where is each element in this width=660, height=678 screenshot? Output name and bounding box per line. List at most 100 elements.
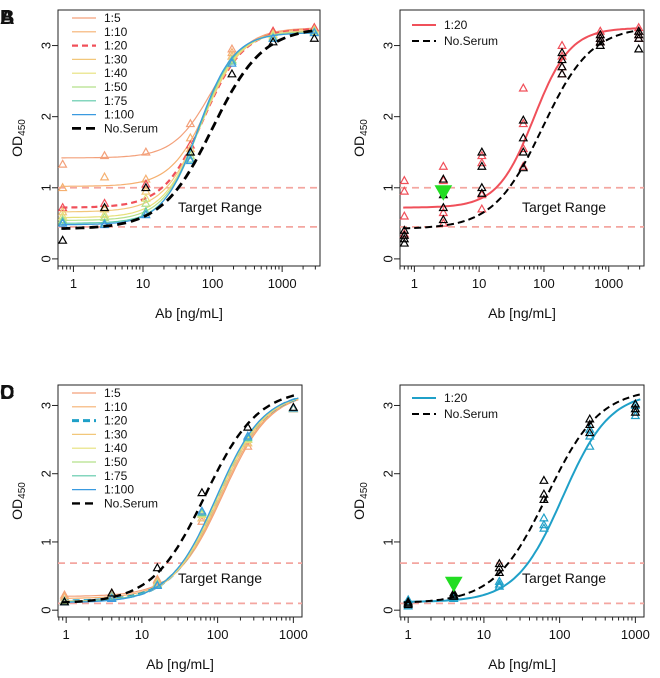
highlight-marker <box>444 576 463 593</box>
x-tick-label: 1000 <box>268 276 297 291</box>
legend-label: 1:20 <box>104 39 128 53</box>
plot-frame <box>399 9 645 267</box>
data-point <box>141 182 151 192</box>
data-point <box>448 587 459 597</box>
data-point <box>57 182 68 192</box>
data-point <box>99 150 110 160</box>
data-point <box>399 233 410 243</box>
data-point <box>399 225 410 234</box>
data-point <box>477 161 487 170</box>
panel-c: C Target Range 1 10 100 1000 0 1 2 3 Ab [ng/mL] OD4… <box>0 382 308 672</box>
data-point <box>99 202 110 212</box>
data-point <box>242 422 253 431</box>
data-point <box>494 581 505 590</box>
target-range-label: Target Range <box>178 199 262 215</box>
x-tick-label: 100 <box>533 276 555 291</box>
data-point <box>494 567 505 577</box>
y-tick-label: 2 <box>381 470 396 477</box>
legend-label: No.Serum <box>104 496 158 510</box>
data-point <box>494 579 505 588</box>
data-point <box>141 193 151 202</box>
data-point <box>57 159 68 168</box>
data-point <box>584 419 595 428</box>
data-point <box>539 523 549 532</box>
target-range-label: Target Range <box>178 570 262 586</box>
fit-curve-1:100 <box>61 32 317 226</box>
legend-label: 1:40 <box>104 66 128 80</box>
data-point <box>152 575 163 585</box>
data-point <box>268 36 278 46</box>
fit-curve-1:5 <box>61 27 317 159</box>
fit-curve-1:75 <box>61 32 317 224</box>
data-point <box>399 210 410 220</box>
data-point <box>539 488 549 498</box>
x-tick-label: 10 <box>136 276 150 291</box>
legend-label: No.Serum <box>104 121 158 135</box>
data-point <box>584 413 595 423</box>
plot-frame <box>399 384 645 618</box>
data-point <box>99 209 110 219</box>
panel-letter: A <box>0 7 14 29</box>
data-point <box>152 580 163 590</box>
legend-label: 1:5 <box>104 11 121 25</box>
data-point <box>518 114 529 124</box>
y-tick-label: 0 <box>39 607 54 614</box>
data-point <box>141 146 151 156</box>
data-point <box>633 33 644 42</box>
data-point <box>633 29 644 39</box>
data-point <box>399 175 410 185</box>
target-range-label: Target Range <box>522 199 606 215</box>
plot-frame <box>57 9 321 267</box>
data-point <box>595 36 606 46</box>
x-tick-label: 1000 <box>279 627 308 642</box>
plot-frame <box>57 384 303 618</box>
legend-label: No.Serum <box>444 34 498 48</box>
data-point <box>438 175 449 185</box>
data-point <box>518 82 529 92</box>
data-point <box>448 591 459 600</box>
data-point <box>185 155 196 165</box>
legend-label: 1:100 <box>104 483 134 497</box>
data-point <box>185 154 196 163</box>
y-tick-label: 0 <box>39 255 54 262</box>
data-point <box>141 198 151 207</box>
data-point <box>630 398 641 408</box>
data-point <box>399 238 410 247</box>
fit-curve-No.Serum <box>403 393 641 604</box>
data-point <box>518 161 529 170</box>
data-point <box>438 214 449 224</box>
legend-label: 1:30 <box>104 427 128 441</box>
legend-label: 1:10 <box>104 25 128 39</box>
x-axis-title: Ab [ng/mL] <box>488 305 556 321</box>
data-point <box>633 43 644 53</box>
data-point <box>403 600 413 610</box>
data-point <box>518 143 529 153</box>
data-point <box>227 68 237 78</box>
fit-curve-1:100 <box>61 397 299 603</box>
data-point <box>242 430 253 440</box>
data-point <box>403 596 413 606</box>
fit-curve-No.Serum <box>61 28 317 230</box>
data-point <box>518 132 529 142</box>
data-point <box>57 235 68 244</box>
data-point <box>106 587 117 597</box>
x-tick-label: 1 <box>405 627 412 642</box>
y-tick-label: 3 <box>381 402 396 409</box>
fit-curve-1:20 <box>61 28 317 209</box>
data-point <box>197 487 207 497</box>
legend-label: 1:10 <box>104 400 128 414</box>
panel-letter: C <box>0 382 14 404</box>
y-tick-label: 1 <box>39 538 54 545</box>
data-point <box>595 40 606 49</box>
data-point <box>309 33 320 42</box>
data-point <box>518 162 529 172</box>
x-axis-title: Ab [ng/mL] <box>488 656 556 672</box>
data-point <box>59 596 70 606</box>
data-point <box>227 58 237 67</box>
data-point <box>494 558 505 568</box>
y-tick-label: 2 <box>39 470 54 477</box>
legend-label: 1:20 <box>444 18 468 32</box>
x-axis-title: Ab [ng/mL] <box>155 305 223 321</box>
data-point <box>557 68 567 78</box>
